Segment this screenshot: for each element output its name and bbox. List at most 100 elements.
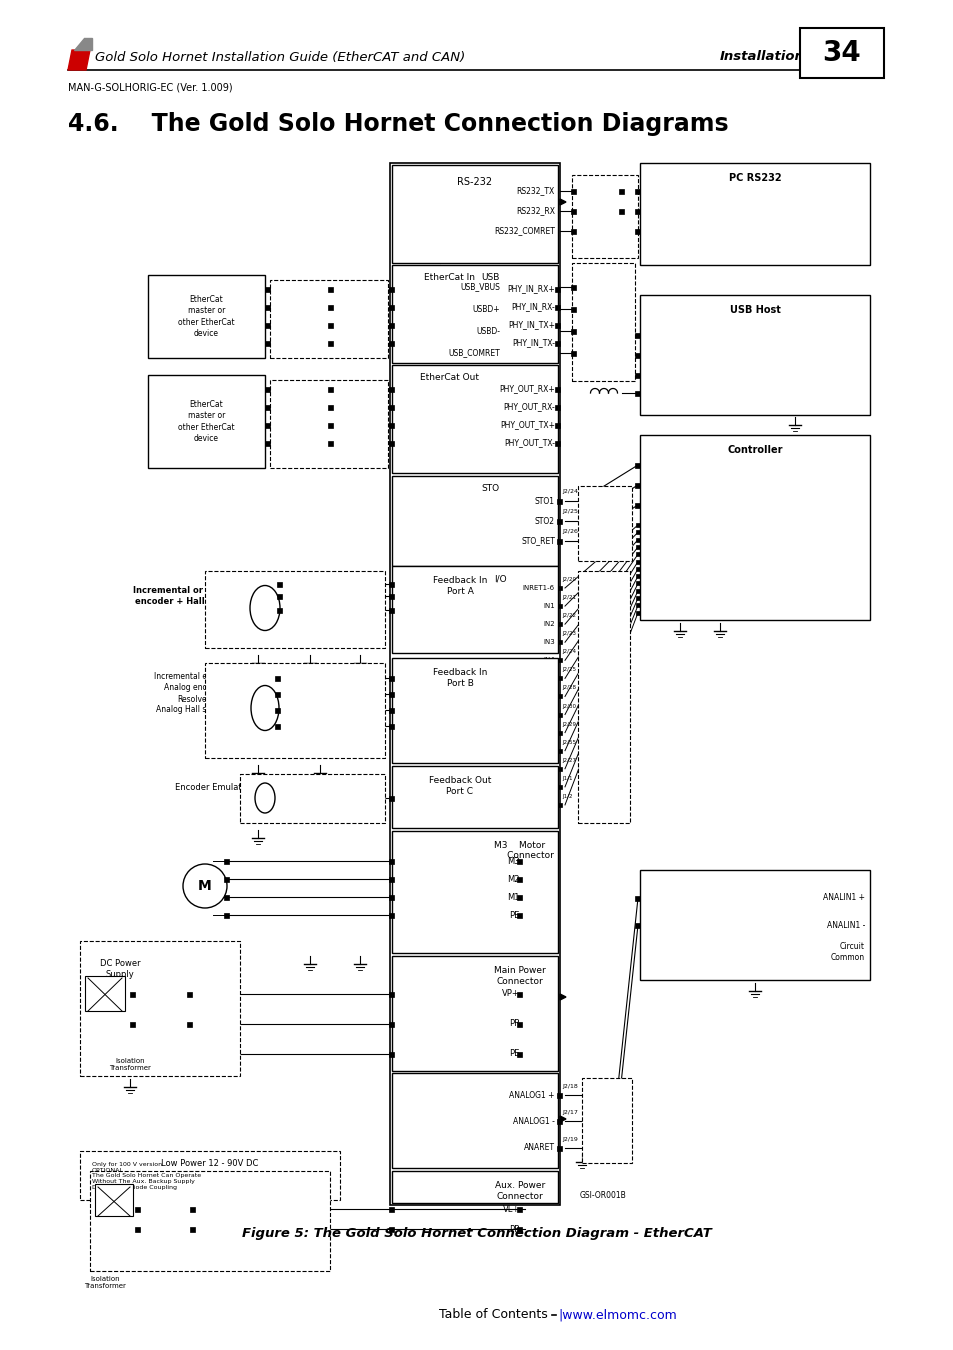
Text: OUT1 RET: OUT1 RET [519,729,555,736]
Bar [558,730,561,734]
Bar [389,286,395,292]
Text: Circuit
Common: Circuit Common [830,942,864,961]
Bar [389,608,395,613]
Text: PR: PR [509,1019,519,1029]
Text: J3/4: J3/4 [576,319,587,324]
Bar [639,869,869,980]
Bar [571,208,576,213]
Text: Isolation
Transformer: Isolation Transformer [109,1058,151,1071]
Text: Installation: Installation [720,50,804,63]
Bar [578,571,629,824]
Bar [265,323,271,328]
Bar [389,675,395,680]
Bar [639,163,869,265]
Bar [636,559,639,563]
Bar [636,522,639,526]
Bar [275,691,280,697]
Text: J2/27: J2/27 [561,757,576,763]
Bar [558,784,561,788]
Text: IN2: IN2 [543,621,555,628]
Bar [389,1227,395,1231]
Text: OUT2 RET: OUT2 RET [519,765,555,772]
Bar [572,263,635,381]
Bar [555,286,560,292]
Bar [392,265,558,363]
Bar [635,208,639,213]
Bar [80,1152,339,1200]
Text: Feedback In
Port A: Feedback In Port A [433,576,487,597]
Bar [517,1052,522,1057]
Text: IN5: IN5 [543,675,555,682]
Bar [392,364,558,472]
Text: RS232_TX: RS232_TX [517,186,555,196]
Bar [205,571,385,648]
Bar [85,976,125,1011]
Bar [265,405,271,409]
Bar [392,956,558,1071]
Text: M: M [198,879,212,892]
Bar [636,552,639,556]
Text: Feedback Out
Port C: Feedback Out Port C [428,776,491,796]
Text: PHY_IN_TX-: PHY_IN_TX- [512,339,555,347]
Text: M3: M3 [507,856,519,865]
Bar [636,589,639,593]
Bar [275,675,280,680]
Text: M3    Motor
       Connector: M3 Motor Connector [486,841,553,860]
Bar [558,659,561,663]
Text: OUT1: OUT1 [536,711,555,718]
Text: Incremental encoder/
Analog encoder/
Resolver/
Analog Hall sensors/: Incremental encoder/ Analog encoder/ Res… [153,672,235,714]
Bar [389,991,395,996]
Text: J2/24: J2/24 [561,489,578,494]
Bar [635,352,639,358]
Text: Figure 5: The Gold Solo Hornet Connection Diagram - EtherCAT: Figure 5: The Gold Solo Hornet Connectio… [242,1227,711,1241]
Text: J3/13: J3/13 [576,217,591,223]
Text: J2/55: J2/55 [561,740,576,745]
Text: STO_RET: STO_RET [520,536,555,545]
Bar [572,176,638,258]
Text: RS-232: RS-232 [456,177,492,188]
Bar [265,340,271,346]
Bar [389,405,395,409]
Bar [571,328,576,333]
Text: PHY_IN_RX+: PHY_IN_RX+ [507,285,555,293]
Bar [557,518,562,524]
Bar [389,707,395,713]
Text: RS232_COMRET: RS232_COMRET [494,227,555,235]
Bar [555,323,560,328]
Bar [517,1207,522,1211]
Text: MAN-G-SOLHORIG-EC (Ver. 1.009): MAN-G-SOLHORIG-EC (Ver. 1.009) [68,82,233,92]
Bar [392,657,558,763]
Bar [90,1170,330,1270]
Bar [636,567,639,571]
Polygon shape [559,1116,565,1122]
Text: Incremental or Absolute
encoder + Hall Sensors: Incremental or Absolute encoder + Hall S… [132,586,247,606]
Text: J2/18: J2/18 [561,1084,578,1089]
Bar [188,1022,193,1026]
Text: ANALIN1 +: ANALIN1 + [822,894,864,903]
Text: GSI-OR001B: GSI-OR001B [579,1191,626,1200]
Bar [636,597,639,601]
Polygon shape [74,38,91,50]
Bar [635,189,639,193]
Bar [557,1119,562,1123]
Bar [571,285,576,289]
Text: STO: STO [480,485,498,493]
Bar [188,991,193,996]
Bar [392,477,558,566]
Bar [635,390,639,396]
Text: USB_COMRET: USB_COMRET [448,348,499,358]
Text: J2/21: J2/21 [561,595,576,601]
Text: PC RS232: PC RS232 [728,173,781,184]
Text: STO2: STO2 [535,517,555,525]
Text: J3/5: J3/5 [576,275,587,279]
Bar [328,386,334,391]
Text: Drain
Wire: Drain Wire [597,242,614,252]
Bar [555,405,560,409]
Bar [277,582,282,586]
Text: USB_VBUS: USB_VBUS [459,282,499,292]
Text: ANALIN1 -: ANALIN1 - [825,921,864,930]
Bar [131,991,135,996]
Text: IN4: IN4 [543,657,555,663]
Bar [389,323,395,328]
Text: PHY_OUT_TX+: PHY_OUT_TX+ [499,420,555,429]
